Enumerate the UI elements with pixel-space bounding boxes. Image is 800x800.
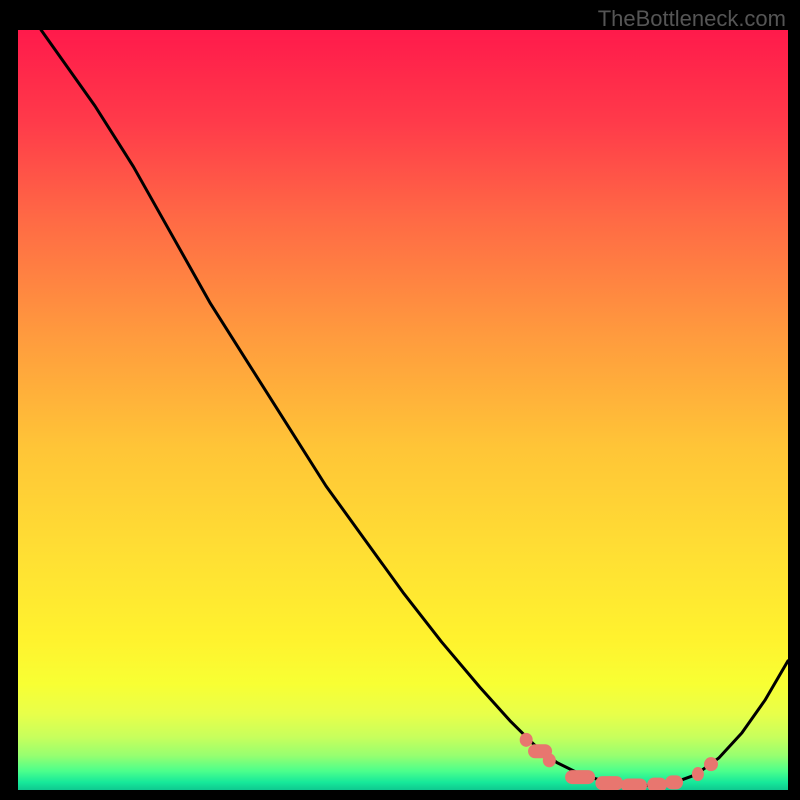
chart-svg-layer	[18, 30, 788, 790]
bottleneck-curve	[41, 30, 788, 785]
chart-plot-area	[18, 30, 788, 790]
curve-marker	[665, 775, 683, 789]
curve-marker	[647, 778, 667, 790]
curve-marker	[543, 753, 556, 767]
curve-marker	[595, 776, 623, 790]
watermark-text: TheBottleneck.com	[598, 6, 786, 32]
curve-marker	[520, 733, 533, 747]
curve-marker	[704, 757, 718, 771]
marker-group	[520, 733, 718, 790]
curve-marker	[692, 767, 704, 781]
curve-marker	[565, 770, 595, 784]
curve-marker	[621, 778, 647, 790]
